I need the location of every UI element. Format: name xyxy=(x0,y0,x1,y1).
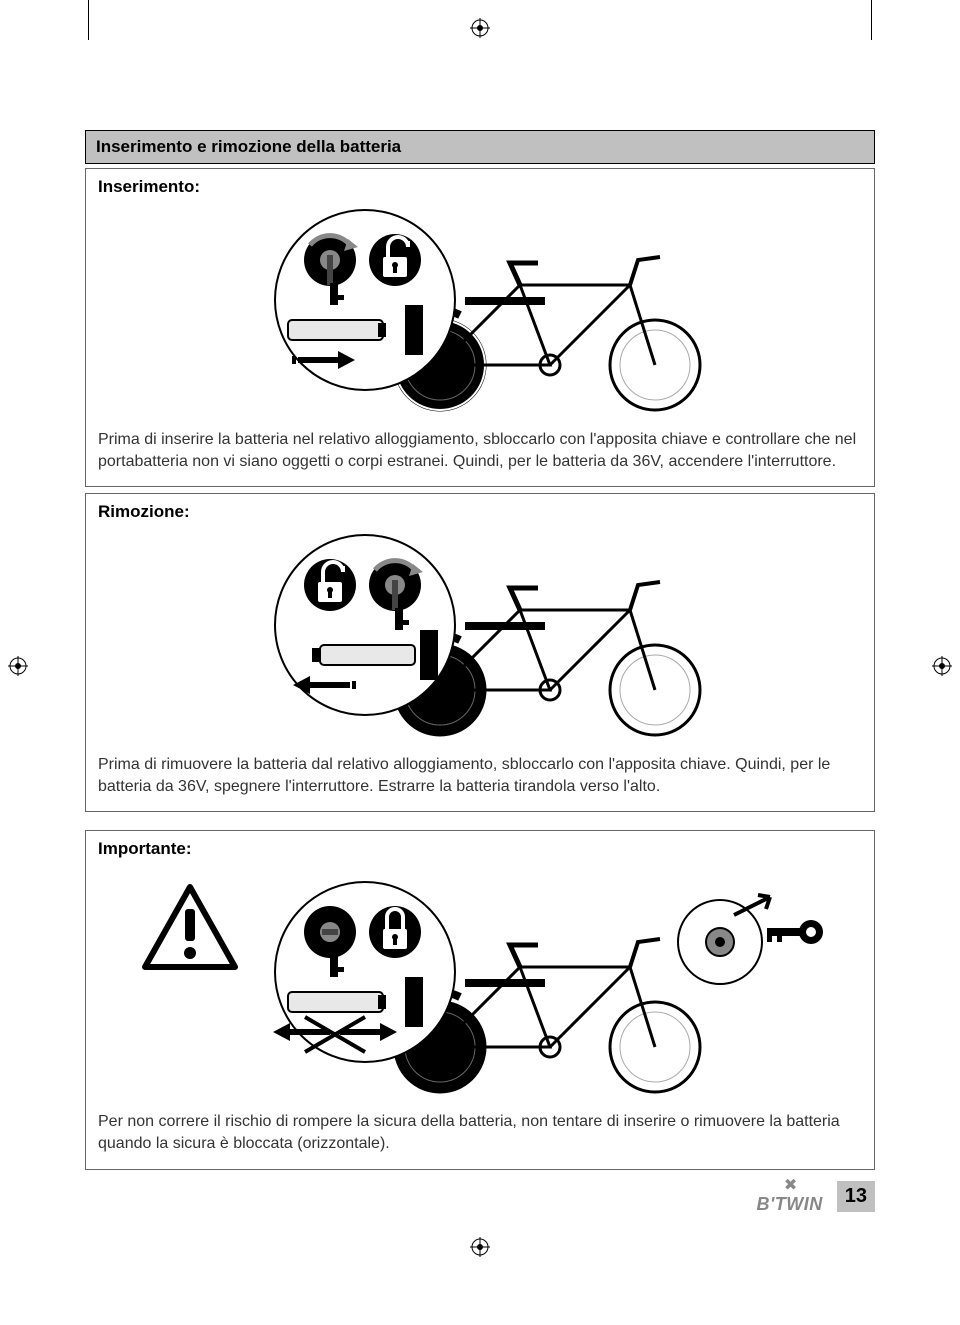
brand-logo: ✖ B'TWIN xyxy=(756,1178,822,1215)
key-remove-callout-icon xyxy=(678,895,823,984)
removal-text: Prima di rimuovere la batteria dal relat… xyxy=(98,754,862,797)
insertion-diagram xyxy=(98,205,862,415)
padlock-closed-icon xyxy=(369,906,421,958)
insertion-text: Prima di inserire la batteria nel relati… xyxy=(98,429,862,472)
page-footer: ✖ B'TWIN 13 xyxy=(85,1178,875,1215)
section-title: Inserimento e rimozione della batteria xyxy=(85,130,875,164)
logo-mark-icon: ✖ xyxy=(784,1178,795,1194)
important-heading: Importante: xyxy=(98,839,862,859)
warning-triangle-icon xyxy=(145,887,235,967)
brand-name: B'TWIN xyxy=(756,1194,822,1215)
padlock-open-icon xyxy=(304,559,356,611)
important-text: Per non correre il rischio di rompere la… xyxy=(98,1111,862,1154)
padlock-open-icon xyxy=(369,234,421,286)
insertion-box: Inserimento: xyxy=(85,168,875,487)
removal-box: Rimozione: xyxy=(85,493,875,812)
important-box: Importante: xyxy=(85,830,875,1169)
insertion-heading: Inserimento: xyxy=(98,177,862,197)
removal-diagram xyxy=(98,530,862,740)
page-content: Inserimento e rimozione della batteria I… xyxy=(0,0,960,1275)
important-diagram xyxy=(98,867,862,1097)
page-number: 13 xyxy=(837,1181,875,1212)
removal-heading: Rimozione: xyxy=(98,502,862,522)
